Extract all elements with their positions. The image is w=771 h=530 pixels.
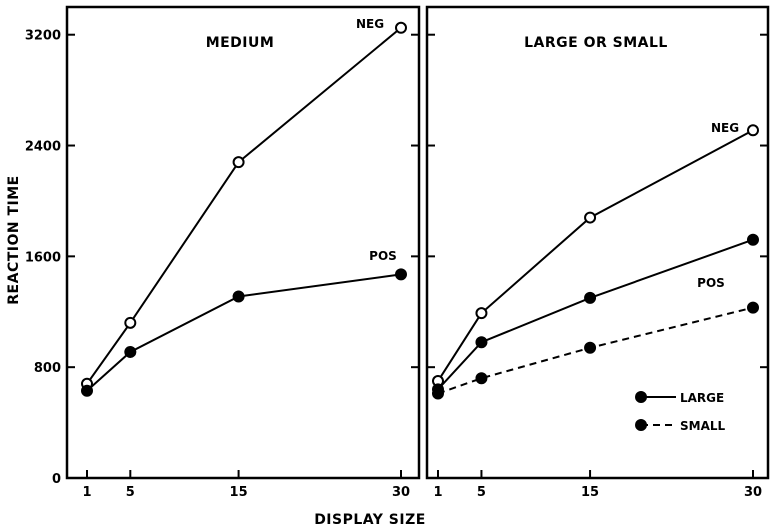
x-tick-label: 1 xyxy=(433,485,442,500)
y-tick-label: 3200 xyxy=(25,29,61,44)
panel-title: LARGE OR SMALL xyxy=(524,35,668,51)
data-point xyxy=(475,307,488,320)
x-tick-label: 15 xyxy=(581,485,599,500)
series-line xyxy=(437,129,754,382)
panel-title: MEDIUM xyxy=(206,35,275,51)
y-axis-title: REACTION TIME xyxy=(6,175,22,304)
x-tick-label: 30 xyxy=(392,485,410,500)
data-point xyxy=(584,341,597,354)
series-line xyxy=(437,306,754,395)
x-tick-label: 5 xyxy=(126,485,135,500)
data-point xyxy=(747,124,759,137)
legend-label: SMALL xyxy=(680,419,726,433)
series-label-neg: NEG xyxy=(711,121,739,135)
series-line xyxy=(86,273,402,392)
data-point xyxy=(584,291,597,304)
data-point xyxy=(432,387,444,400)
series-label-pos: POS xyxy=(369,249,397,263)
y-tick-label: 800 xyxy=(34,361,61,376)
legend-label: LARGE xyxy=(680,391,724,405)
data-point xyxy=(747,233,759,246)
series-line xyxy=(437,238,754,391)
y-tick-label: 0 xyxy=(52,472,61,487)
data-point xyxy=(232,156,245,169)
legend-marker xyxy=(635,419,647,431)
panel-frame xyxy=(425,5,770,480)
data-point xyxy=(475,336,488,349)
y-tick-label: 2400 xyxy=(25,140,61,155)
series-line xyxy=(86,27,402,385)
data-point xyxy=(395,21,407,34)
data-point xyxy=(124,345,137,358)
x-tick-label: 5 xyxy=(477,485,486,500)
series-label-neg: NEG xyxy=(356,17,384,31)
data-point xyxy=(124,316,137,329)
legend-marker xyxy=(635,391,647,403)
panel-frame xyxy=(65,5,421,480)
data-point xyxy=(584,211,597,224)
y-tick-label: 1600 xyxy=(25,250,61,265)
data-point xyxy=(475,372,488,385)
data-point xyxy=(81,384,93,397)
x-tick-label: 1 xyxy=(82,485,91,500)
x-axis-title: DISPLAY SIZE xyxy=(314,512,426,528)
data-point xyxy=(232,290,245,303)
data-point xyxy=(747,301,759,314)
series-label-pos: POS xyxy=(697,276,725,290)
data-point xyxy=(395,268,407,281)
x-tick-label: 30 xyxy=(744,485,762,500)
x-tick-label: 15 xyxy=(230,485,248,500)
